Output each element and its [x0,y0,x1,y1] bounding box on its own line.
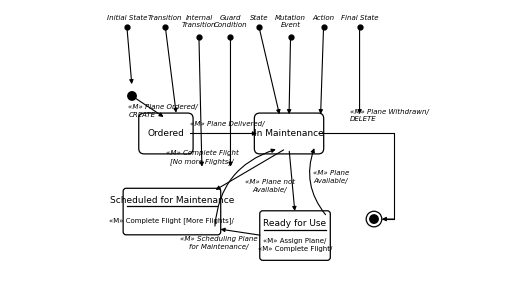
Text: «M» Complete Flight [More Flights]/: «M» Complete Flight [More Flights]/ [109,217,234,224]
FancyBboxPatch shape [260,211,330,260]
Text: Final State: Final State [341,15,378,21]
Text: «M» Plane Delivered/: «M» Plane Delivered/ [190,122,265,128]
Circle shape [128,92,136,100]
Text: Guard
Condition: Guard Condition [214,15,247,28]
Text: «M» Assign Plane/
«M» Complete Flight/: «M» Assign Plane/ «M» Complete Flight/ [258,238,332,252]
FancyBboxPatch shape [123,188,221,235]
Text: State: State [250,15,268,21]
Text: Action: Action [313,15,334,21]
Text: Mutation
Event: Mutation Event [275,15,306,28]
Text: Ready for Use: Ready for Use [264,219,327,228]
Text: «M» Plane Withdrawn/
DELETE: «M» Plane Withdrawn/ DELETE [350,109,429,122]
Text: «M» Scheduling Plane
for Maintenance/: «M» Scheduling Plane for Maintenance/ [180,236,257,250]
Text: Internal
Transition: Internal Transition [182,15,216,28]
Text: Initial State: Initial State [107,15,147,21]
Text: «M» Complete Flight
[No more Flights]/: «M» Complete Flight [No more Flights]/ [166,150,238,165]
FancyBboxPatch shape [254,113,324,154]
Circle shape [366,211,382,227]
Text: In Maintenance: In Maintenance [254,129,324,138]
Text: Ordered: Ordered [147,129,184,138]
Text: «M» Plane
Available/: «M» Plane Available/ [313,170,349,184]
Circle shape [370,215,378,223]
Text: «M» Plane Ordered/
CREATE: «M» Plane Ordered/ CREATE [128,104,198,118]
FancyBboxPatch shape [139,113,193,154]
Text: «M» Plane not
Available/: «M» Plane not Available/ [244,179,294,193]
Text: Scheduled for Maintenance: Scheduled for Maintenance [110,196,234,205]
Text: Transition: Transition [148,15,182,21]
